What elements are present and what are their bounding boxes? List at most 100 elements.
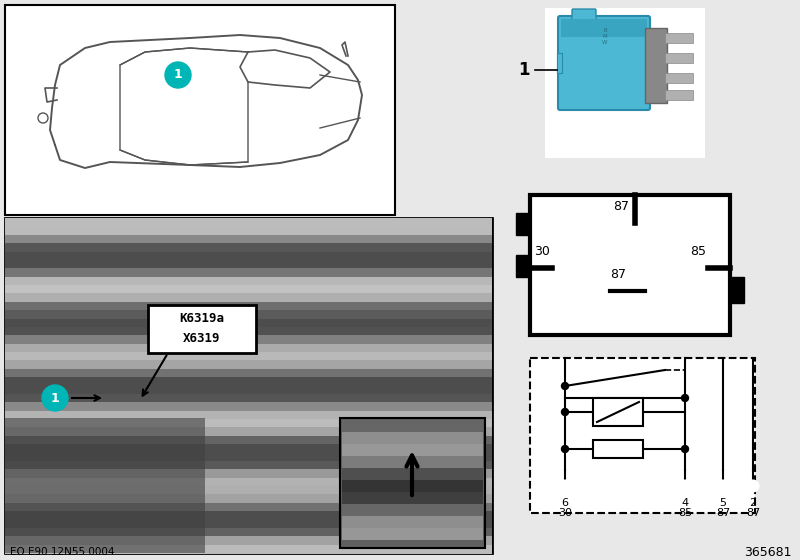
Bar	[665, 33, 693, 43]
Bar	[5, 327, 492, 336]
Bar	[5, 461, 492, 470]
Bar	[5, 486, 492, 496]
Bar	[5, 368, 492, 378]
Text: 30: 30	[534, 245, 550, 258]
Text: 2: 2	[750, 498, 757, 508]
Circle shape	[562, 446, 569, 452]
Bar	[5, 419, 492, 428]
Bar	[593, 440, 643, 458]
Circle shape	[559, 480, 570, 492]
Circle shape	[682, 394, 689, 402]
Bar	[665, 53, 693, 63]
Text: 1: 1	[518, 61, 530, 79]
FancyBboxPatch shape	[572, 9, 596, 25]
Text: EO E90 12N55 0004: EO E90 12N55 0004	[10, 547, 114, 557]
Bar	[530, 358, 755, 513]
Bar	[5, 277, 492, 286]
Bar	[342, 492, 483, 504]
Bar	[665, 90, 693, 100]
Bar	[5, 302, 492, 311]
Bar	[5, 536, 492, 545]
Circle shape	[562, 382, 569, 390]
Bar	[5, 310, 492, 320]
FancyBboxPatch shape	[558, 16, 650, 110]
Text: 85: 85	[678, 508, 692, 518]
Bar	[516, 255, 530, 277]
Text: X6319: X6319	[183, 333, 221, 346]
Bar	[5, 385, 492, 395]
Bar	[557, 53, 562, 73]
Bar	[342, 420, 483, 432]
Bar	[530, 195, 730, 335]
Bar	[5, 469, 492, 479]
Bar	[5, 444, 492, 454]
Bar	[5, 5, 395, 215]
Bar	[5, 344, 492, 353]
Bar	[5, 402, 492, 412]
Circle shape	[679, 480, 690, 492]
Bar	[5, 410, 492, 420]
Bar	[5, 503, 492, 512]
Bar	[5, 394, 492, 403]
Bar	[5, 293, 492, 303]
Bar	[5, 235, 492, 244]
Circle shape	[562, 408, 569, 416]
Bar	[5, 218, 492, 553]
Bar	[5, 243, 492, 253]
Bar	[5, 511, 492, 520]
Bar	[5, 494, 492, 504]
Bar	[665, 73, 693, 83]
Bar	[5, 427, 492, 437]
Text: 1: 1	[50, 391, 59, 404]
Bar	[5, 226, 492, 236]
Bar	[342, 444, 483, 456]
Text: K6319a: K6319a	[179, 311, 225, 324]
Text: 87: 87	[610, 268, 626, 281]
Bar	[342, 528, 483, 540]
Bar	[5, 478, 492, 487]
Bar	[5, 319, 492, 328]
Bar	[342, 432, 483, 444]
Bar	[516, 213, 530, 235]
Bar	[5, 528, 492, 537]
Bar	[5, 218, 492, 227]
Bar	[730, 277, 744, 303]
Circle shape	[42, 385, 68, 411]
Bar	[561, 19, 647, 37]
Text: 6: 6	[562, 498, 569, 508]
Bar	[5, 352, 492, 361]
Text: 30: 30	[558, 508, 572, 518]
Bar	[5, 545, 492, 554]
Bar	[5, 520, 492, 529]
Bar	[5, 268, 492, 278]
Bar	[342, 456, 483, 468]
Circle shape	[718, 480, 729, 492]
Bar	[342, 468, 483, 480]
Text: 87: 87	[746, 508, 760, 518]
Bar	[342, 504, 483, 516]
Bar	[342, 516, 483, 528]
Text: 4: 4	[682, 498, 689, 508]
Bar	[5, 251, 492, 261]
Text: 85: 85	[690, 245, 706, 258]
Text: 87: 87	[716, 508, 730, 518]
FancyBboxPatch shape	[148, 305, 256, 353]
Bar	[342, 480, 483, 492]
Bar	[5, 335, 492, 344]
Text: 365681: 365681	[745, 545, 792, 558]
Bar	[545, 8, 705, 158]
Bar	[5, 436, 492, 445]
Text: B
M
W: B M W	[602, 28, 608, 45]
Text: 1: 1	[174, 68, 182, 82]
Bar	[5, 260, 492, 269]
Circle shape	[165, 62, 191, 88]
Circle shape	[747, 480, 758, 492]
Text: 5: 5	[719, 498, 726, 508]
Bar	[5, 452, 492, 462]
Bar	[340, 418, 485, 548]
Bar	[5, 377, 492, 386]
Bar	[5, 285, 492, 295]
Bar	[5, 418, 205, 553]
Text: 87: 87	[613, 200, 629, 213]
Bar	[593, 398, 643, 426]
